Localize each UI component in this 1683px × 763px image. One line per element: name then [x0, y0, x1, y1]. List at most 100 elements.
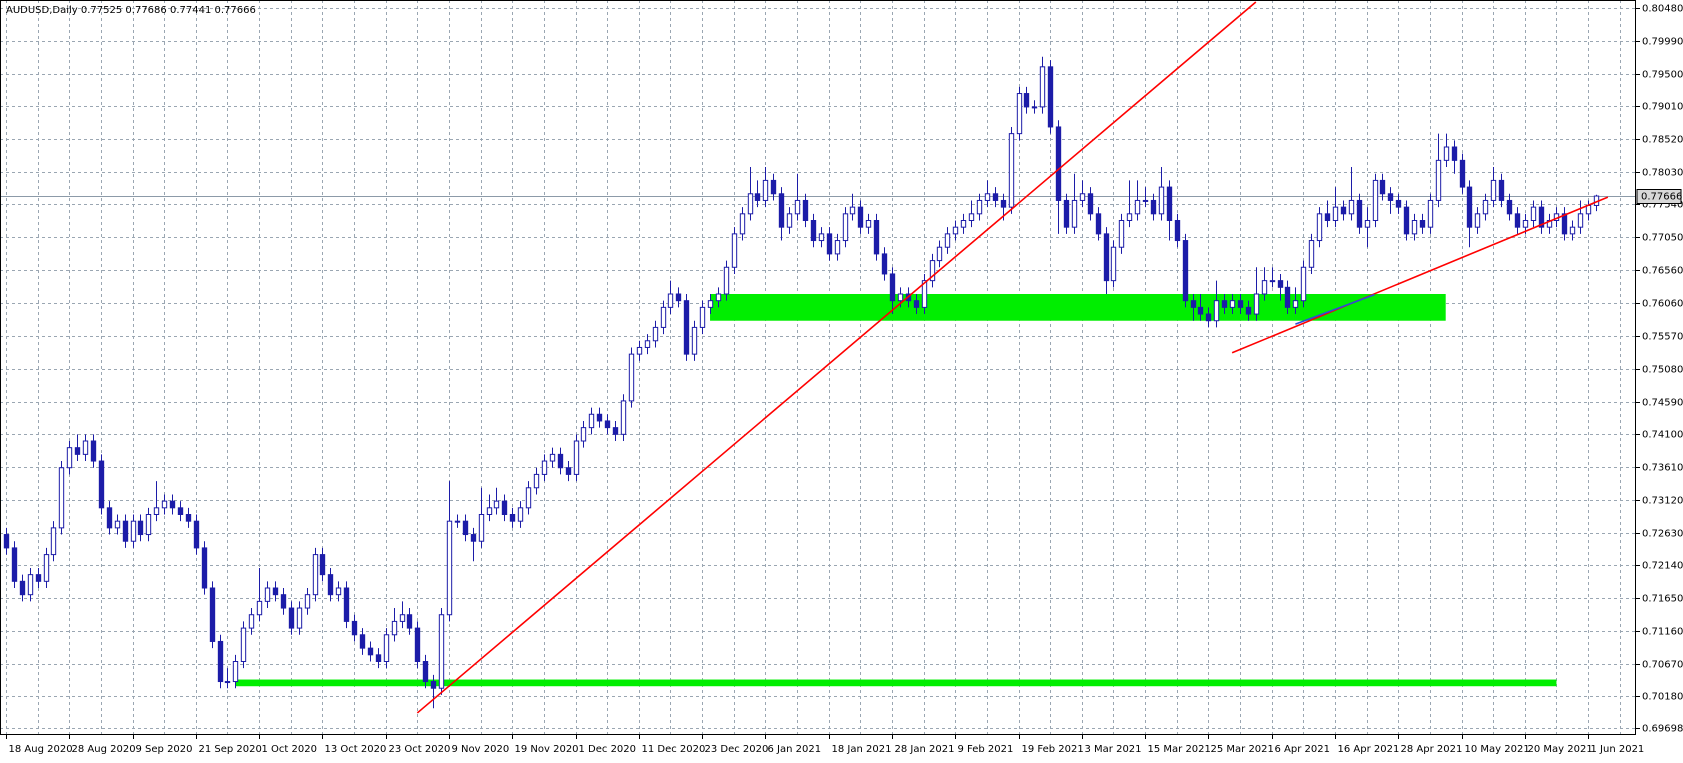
- y-tick-label: 0.75080: [1642, 365, 1683, 376]
- candle-body: [1126, 213, 1133, 221]
- candle-body: [3, 534, 10, 549]
- candle-body: [327, 574, 334, 596]
- x-tick-label: 9 Nov 2020: [452, 744, 510, 755]
- candle-body: [881, 253, 888, 275]
- trendline: [1231, 196, 1609, 354]
- y-tick-label: 0.79010: [1642, 102, 1683, 113]
- plot-border: [0, 0, 1636, 735]
- candle-body: [992, 193, 999, 201]
- candle-body: [834, 240, 841, 255]
- candle-body: [217, 640, 224, 683]
- y-tick-label: 0.77540: [1642, 200, 1683, 211]
- candle-body: [375, 654, 382, 662]
- candle-body: [106, 507, 113, 529]
- candle-body: [865, 220, 872, 228]
- x-tick-label: 28 Aug 2020: [72, 744, 136, 755]
- candle-body: [351, 620, 358, 636]
- candle-body: [478, 514, 485, 542]
- candle-body: [818, 233, 825, 242]
- candle-body: [1538, 206, 1545, 228]
- y-tick-label: 0.76560: [1642, 266, 1683, 277]
- candle-body: [43, 554, 50, 582]
- candle-body: [1261, 280, 1268, 295]
- candle-body: [1324, 213, 1331, 221]
- candle-body: [454, 520, 461, 523]
- x-tick-label: 1 Jun 2021: [1591, 744, 1645, 755]
- candle-body: [1055, 126, 1062, 201]
- candle-body: [383, 634, 390, 662]
- candle-body: [470, 534, 477, 542]
- plot-area: [0, 1, 1636, 714]
- candle-body: [74, 447, 81, 455]
- candle-body: [264, 587, 271, 602]
- candle-body: [604, 420, 611, 429]
- candle-body: [929, 260, 936, 282]
- candle-body: [1277, 280, 1284, 288]
- candle-body: [1490, 179, 1497, 201]
- candle-body: [1031, 106, 1038, 109]
- candle-body: [644, 340, 651, 348]
- candle-body: [1340, 206, 1347, 215]
- candle-body: [517, 507, 524, 522]
- candle-body: [1482, 199, 1489, 215]
- x-tick-label: 18 Jan 2021: [832, 744, 892, 755]
- candle-body: [565, 467, 572, 475]
- x-tick-label: 1 Dec 2020: [579, 744, 637, 755]
- candle-body: [1379, 179, 1386, 195]
- candle-body: [1514, 213, 1521, 228]
- candle-body: [580, 427, 587, 442]
- candle-body: [1530, 206, 1537, 222]
- candle-body: [1071, 199, 1078, 228]
- x-tick-label: 23 Dec 2020: [705, 744, 769, 755]
- candle-body: [1316, 213, 1323, 242]
- y-tick-label: 0.78520: [1642, 135, 1683, 146]
- candle-body: [1197, 306, 1204, 315]
- y-tick-label: 0.71160: [1642, 627, 1683, 638]
- candle-body: [1561, 213, 1568, 235]
- zone: [235, 679, 1557, 687]
- candle-body: [1023, 93, 1030, 108]
- candle-body: [1205, 313, 1212, 322]
- x-tick-label: 21 Sep 2020: [199, 744, 262, 755]
- candle-body: [1284, 286, 1291, 308]
- candle-body: [1403, 206, 1410, 235]
- x-tick-label: 9 Feb 2021: [958, 744, 1014, 755]
- candle-body: [1348, 199, 1355, 215]
- candle-body: [1150, 199, 1157, 215]
- candle-body: [462, 520, 469, 536]
- y-tick-label: 0.77050: [1642, 233, 1683, 244]
- candle-body: [201, 547, 208, 589]
- x-tick-label: 19 Nov 2020: [515, 744, 579, 755]
- candle-body: [343, 587, 350, 622]
- candle-body: [185, 514, 192, 522]
- candle-body: [240, 627, 247, 662]
- y-tick-label: 0.73120: [1642, 496, 1683, 507]
- candle-body: [1522, 220, 1529, 228]
- candle-body: [1419, 220, 1426, 228]
- candle-body: [1332, 206, 1339, 222]
- candle-body: [272, 587, 279, 596]
- x-tick-label: 6 Jan 2021: [768, 744, 822, 755]
- candle-body: [422, 661, 429, 683]
- candle-body: [573, 440, 580, 475]
- candle-body: [612, 427, 619, 435]
- candle-body: [1569, 226, 1576, 235]
- candle-body: [857, 206, 864, 228]
- candle-body: [256, 600, 263, 616]
- x-tick-label: 9 Sep 2020: [136, 744, 193, 755]
- candle-body: [224, 681, 231, 684]
- candle-body: [541, 460, 548, 475]
- x-tick-label: 1 Oct 2020: [262, 744, 317, 755]
- candle-body: [319, 554, 326, 576]
- candle-body: [98, 460, 105, 509]
- candle-body: [675, 293, 682, 302]
- x-tick-label: 25 Mar 2021: [1211, 744, 1274, 755]
- candle-body: [1245, 306, 1252, 315]
- candle-body: [557, 453, 564, 469]
- candle-body: [525, 487, 532, 509]
- candle-body: [533, 473, 540, 489]
- candle-body: [137, 520, 144, 536]
